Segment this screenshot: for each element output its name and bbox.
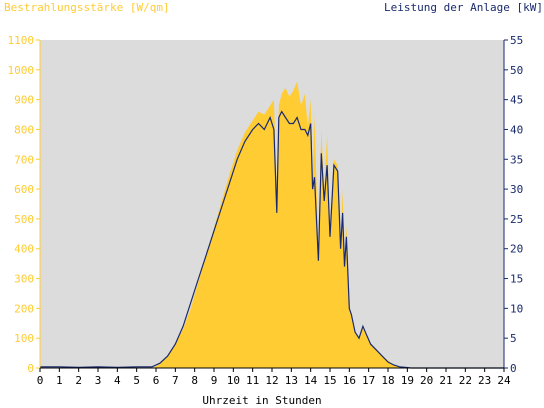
y-left-tick-label: 200 [14,302,34,315]
power-line [40,110,504,369]
x-tick-label: 20 [420,374,433,387]
y-right-tick-label: 10 [510,302,523,315]
x-axis-label: Uhrzeit in Stunden [202,394,321,407]
x-tick-label: 1 [56,374,63,387]
y-right-tick-label: 25 [510,213,523,226]
y-left-tick-label: 100 [14,332,34,345]
x-tick-label: 21 [439,374,452,387]
y-right-tick-label: 35 [510,153,523,166]
y-right-tick-label: 55 [510,34,523,47]
y-right-tick-label: 5 [510,332,517,345]
x-tick-label: 6 [153,374,160,387]
y-left-tick-label: 500 [14,213,34,226]
x-tick-label: 4 [114,374,121,387]
x-tick-label: 8 [191,374,198,387]
y-right-tick-label: 20 [510,243,523,256]
x-tick-label: 2 [75,374,82,387]
y-left-tick-label: 700 [14,153,34,166]
x-tick-label: 23 [478,374,491,387]
y-left-tick-label: 1100 [8,34,35,47]
y-right-tick-label: 50 [510,64,523,77]
y-left-tick-label: 900 [14,94,34,107]
x-tick-label: 12 [265,374,278,387]
x-tick-label: 17 [362,374,375,387]
x-tick-label: 11 [246,374,259,387]
title-left: Bestrahlungsstärke [W/qm] [4,1,170,14]
x-tick-label: 5 [133,374,140,387]
y-left-tick-label: 400 [14,243,34,256]
x-tick-label: 9 [211,374,218,387]
y-left-tick-label: 800 [14,123,34,136]
x-tick-label: 19 [401,374,414,387]
x-tick-label: 22 [459,374,472,387]
y-right-tick-label: 15 [510,273,523,286]
y-left-tick-label: 0 [27,362,34,375]
irradiance-area [40,81,504,368]
x-tick-label: 10 [227,374,240,387]
y-left-tick-label: 600 [14,183,34,196]
y-right-tick-label: 0 [510,362,517,375]
x-tick-label: 3 [95,374,102,387]
y-right-tick-label: 45 [510,94,523,107]
x-tick-label: 0 [37,374,44,387]
x-tick-label: 7 [172,374,179,387]
y-right-tick-label: 40 [510,123,523,136]
x-tick-label: 13 [285,374,298,387]
x-tick-label: 16 [343,374,356,387]
x-tick-label: 15 [323,374,336,387]
y-left-tick-label: 1000 [8,64,35,77]
x-tick-label: 18 [381,374,394,387]
title-right: Leistung der Anlage [kW] [384,1,543,14]
y-left-tick-label: 300 [14,273,34,286]
y-right-tick-label: 30 [510,183,523,196]
x-tick-label: 24 [497,374,511,387]
x-tick-label: 14 [304,374,318,387]
